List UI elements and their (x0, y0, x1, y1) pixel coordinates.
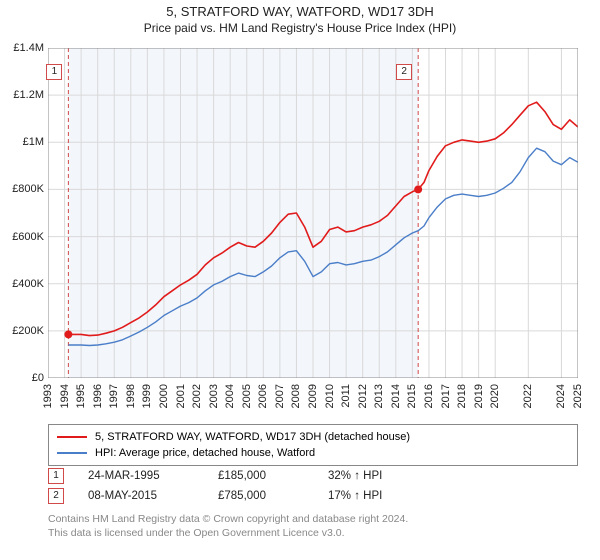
legend-label-1: HPI: Average price, detached house, Watf… (95, 447, 315, 459)
sale-pct-0: 32% ↑ HPI (328, 470, 468, 482)
x-tick-label: 2006 (257, 384, 269, 408)
sale-price-1: £785,000 (218, 490, 328, 502)
x-tick-label: 2003 (208, 384, 220, 408)
x-tick-label: 2000 (158, 384, 170, 408)
sale-marker-0: 1 (48, 468, 64, 484)
legend-swatch-1 (57, 452, 87, 454)
x-tick-label: 2002 (191, 384, 203, 408)
sales-table: 1 24-MAR-1995 £185,000 32% ↑ HPI 2 08-MA… (48, 466, 578, 506)
sale-date-1: 08-MAY-2015 (88, 490, 218, 502)
x-tick-label: 1996 (92, 384, 104, 408)
sale-row-1: 2 08-MAY-2015 £785,000 17% ↑ HPI (48, 486, 578, 506)
x-tick-label: 2016 (423, 384, 435, 408)
x-tick-label: 2012 (357, 384, 369, 408)
x-tick-label: 2019 (473, 384, 485, 408)
x-tick-label: 2025 (572, 384, 584, 408)
sale-pct-1: 17% ↑ HPI (328, 490, 468, 502)
vline-marker-box: 2 (396, 64, 412, 80)
y-tick-label: £200K (4, 325, 44, 337)
x-tick-label: 2008 (290, 384, 302, 408)
x-tick-label: 2009 (307, 384, 319, 408)
sale-date-0: 24-MAR-1995 (88, 470, 218, 482)
x-tick-label: 2014 (390, 384, 402, 408)
legend-box: 5, STRATFORD WAY, WATFORD, WD17 3DH (det… (48, 424, 578, 466)
y-tick-label: £400K (4, 278, 44, 290)
title-sub: Price paid vs. HM Land Registry's House … (0, 21, 600, 35)
footer-line-1: Contains HM Land Registry data © Crown c… (48, 512, 578, 526)
x-tick-label: 1999 (141, 384, 153, 408)
x-tick-label: 2007 (274, 384, 286, 408)
x-tick-label: 1998 (125, 384, 137, 408)
title-main: 5, STRATFORD WAY, WATFORD, WD17 3DH (0, 4, 600, 19)
x-tick-label: 2024 (555, 384, 567, 408)
chart-container: 5, STRATFORD WAY, WATFORD, WD17 3DH Pric… (0, 0, 600, 560)
chart-svg (48, 48, 578, 378)
x-tick-label: 2017 (440, 384, 452, 408)
x-tick-label: 1994 (59, 384, 71, 408)
legend-row-0: 5, STRATFORD WAY, WATFORD, WD17 3DH (det… (57, 429, 569, 445)
footer-attribution: Contains HM Land Registry data © Crown c… (48, 512, 578, 540)
x-tick-label: 2020 (489, 384, 501, 408)
x-tick-label: 1993 (42, 384, 54, 408)
legend-swatch-0 (57, 436, 87, 438)
legend-label-0: 5, STRATFORD WAY, WATFORD, WD17 3DH (det… (95, 431, 410, 443)
x-tick-label: 2011 (340, 384, 352, 408)
title-block: 5, STRATFORD WAY, WATFORD, WD17 3DH Pric… (0, 0, 600, 35)
footer-line-2: This data is licensed under the Open Gov… (48, 526, 578, 540)
x-tick-label: 1997 (108, 384, 120, 408)
sale-price-0: £185,000 (218, 470, 328, 482)
sale-row-0: 1 24-MAR-1995 £185,000 32% ↑ HPI (48, 466, 578, 486)
x-tick-label: 2015 (406, 384, 418, 408)
x-tick-label: 2018 (456, 384, 468, 408)
y-tick-label: £1.4M (4, 42, 44, 54)
y-tick-label: £800K (4, 183, 44, 195)
x-tick-label: 2010 (324, 384, 336, 408)
y-tick-label: £0 (4, 372, 44, 384)
x-tick-label: 2013 (373, 384, 385, 408)
vline-marker-box: 1 (46, 64, 62, 80)
legend-row-1: HPI: Average price, detached house, Watf… (57, 445, 569, 461)
chart-plot-area (48, 48, 578, 378)
y-tick-label: £1M (4, 136, 44, 148)
y-tick-label: £1.2M (4, 89, 44, 101)
x-tick-label: 1995 (75, 384, 87, 408)
x-tick-label: 2004 (224, 384, 236, 408)
sale-marker-1: 2 (48, 488, 64, 504)
y-tick-label: £600K (4, 231, 44, 243)
x-tick-label: 2005 (241, 384, 253, 408)
x-tick-label: 2022 (522, 384, 534, 408)
x-tick-label: 2001 (175, 384, 187, 408)
